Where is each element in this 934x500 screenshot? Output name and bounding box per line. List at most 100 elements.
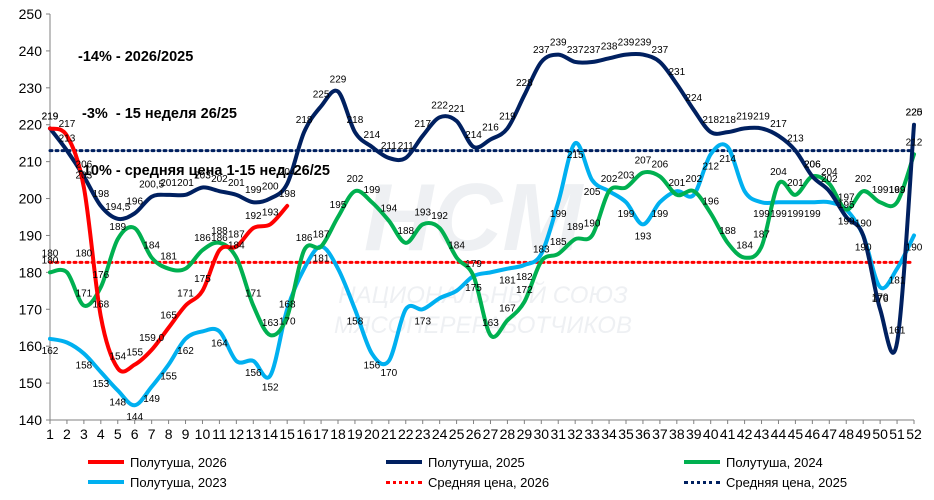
x-tick-label: 49 bbox=[855, 426, 871, 442]
data-label: 199 bbox=[245, 185, 262, 196]
data-label: 190 bbox=[855, 242, 872, 253]
data-label: 193 bbox=[414, 207, 431, 218]
data-label: 196 bbox=[702, 196, 719, 207]
x-tick-label: 51 bbox=[889, 426, 905, 442]
data-label: 199 bbox=[364, 185, 381, 196]
data-label: 204 bbox=[279, 167, 296, 178]
x-tick-label: 22 bbox=[398, 426, 414, 442]
data-label: 170 bbox=[380, 368, 397, 379]
x-tick-label: 28 bbox=[500, 426, 516, 442]
data-label: 199 bbox=[889, 185, 906, 196]
data-label: 181 bbox=[889, 276, 906, 287]
legend-swatch bbox=[88, 460, 124, 464]
data-label: 221 bbox=[448, 104, 465, 115]
x-tick-label: 39 bbox=[686, 426, 702, 442]
watermark-title: НСМ bbox=[364, 164, 585, 271]
data-label: 158 bbox=[76, 361, 93, 372]
x-tick-label: 15 bbox=[279, 426, 295, 442]
data-label: 204 bbox=[821, 167, 838, 178]
data-label: 187 bbox=[228, 230, 245, 241]
y-tick-label: 220 bbox=[19, 117, 43, 133]
x-tick-label: 30 bbox=[534, 426, 550, 442]
data-label: 156 bbox=[364, 361, 381, 372]
x-tick-label: 26 bbox=[466, 426, 482, 442]
data-label: 213 bbox=[787, 134, 804, 145]
x-tick-label: 17 bbox=[313, 426, 329, 442]
summary-notes: -14% - 2026/2025 -3% - 15 неделя 26/25 -… bbox=[78, 10, 330, 200]
data-label: 201 bbox=[668, 178, 685, 189]
data-label: 168 bbox=[92, 300, 109, 311]
data-label: 219 bbox=[753, 111, 770, 122]
data-label: 199 bbox=[787, 209, 804, 220]
data-label: 181 bbox=[160, 252, 177, 263]
data-label: 189 bbox=[567, 222, 584, 233]
data-label: 175 bbox=[194, 274, 211, 285]
data-label: 199 bbox=[550, 209, 567, 220]
note-week-change: -3% - 15 неделя 26/25 bbox=[78, 106, 237, 122]
data-label: 168 bbox=[279, 300, 296, 311]
data-label: 238 bbox=[601, 41, 618, 52]
x-tick-label: 46 bbox=[805, 426, 821, 442]
data-label: 199 bbox=[804, 209, 821, 220]
data-label: 176 bbox=[872, 294, 889, 305]
data-label: 164 bbox=[211, 338, 228, 349]
data-label: 193 bbox=[635, 231, 652, 242]
data-label: 217 bbox=[770, 119, 787, 130]
x-tick-label: 48 bbox=[838, 426, 854, 442]
data-label: 237 bbox=[652, 45, 669, 56]
data-label: 186 bbox=[194, 233, 211, 244]
data-label: 144 bbox=[126, 412, 143, 423]
data-label: 199 bbox=[770, 209, 787, 220]
data-label: 180 bbox=[42, 255, 59, 266]
y-tick-label: 190 bbox=[19, 227, 43, 243]
data-label: 171 bbox=[177, 289, 194, 300]
data-label: 184 bbox=[143, 241, 160, 252]
data-label: 202 bbox=[855, 174, 872, 185]
data-label: 214 bbox=[364, 130, 381, 141]
data-label: 163 bbox=[482, 318, 499, 329]
x-tick-label: 1 bbox=[46, 426, 54, 442]
x-tick-label: 41 bbox=[720, 426, 736, 442]
data-label: 214 bbox=[465, 130, 482, 141]
data-label: 183 bbox=[533, 244, 550, 255]
legend-item-2023: Полутуша, 2023 bbox=[88, 472, 227, 492]
legend-swatch bbox=[386, 480, 422, 484]
data-label: 181 bbox=[499, 276, 516, 287]
data-label: 188 bbox=[719, 226, 736, 237]
data-label: 206 bbox=[76, 159, 93, 170]
data-label: 220 bbox=[906, 108, 923, 119]
x-tick-label: 34 bbox=[601, 426, 617, 442]
data-label: 211 bbox=[381, 141, 397, 152]
x-tick-label: 20 bbox=[364, 426, 380, 442]
data-label: 195 bbox=[330, 200, 347, 211]
data-label: 188 bbox=[397, 226, 414, 237]
x-tick-label: 37 bbox=[652, 426, 668, 442]
legend-label: Полутуша, 2025 bbox=[428, 454, 525, 470]
data-label: 152 bbox=[262, 383, 279, 394]
data-label: 179 bbox=[465, 259, 482, 270]
data-label: 173 bbox=[414, 316, 431, 327]
x-tick-label: 50 bbox=[872, 426, 888, 442]
data-label: 202 bbox=[685, 174, 702, 185]
note-average-change: -10% - средняя цена 1-15 нед. 26/25 bbox=[78, 163, 330, 179]
data-label: 190 bbox=[855, 218, 872, 229]
data-label: 170 bbox=[279, 316, 296, 327]
data-label: 237 bbox=[533, 45, 550, 56]
x-tick-label: 42 bbox=[737, 426, 753, 442]
data-label: 218 bbox=[702, 115, 719, 126]
data-label: 203 bbox=[76, 170, 93, 181]
data-label: 203 bbox=[618, 170, 635, 181]
data-label: 200,5 bbox=[139, 180, 164, 191]
data-label: 199 bbox=[872, 185, 889, 196]
x-tick-label: 38 bbox=[669, 426, 685, 442]
data-label: 169 bbox=[889, 185, 906, 196]
data-label: 211 bbox=[398, 141, 414, 152]
x-tick-label: 11 bbox=[212, 426, 227, 442]
data-label: 204 bbox=[770, 167, 787, 178]
y-tick-label: 210 bbox=[19, 154, 43, 170]
data-label: 184 bbox=[448, 241, 465, 252]
legend-label: Полутуша, 2023 bbox=[130, 474, 227, 490]
x-tick-label: 3 bbox=[80, 426, 88, 442]
x-tick-label: 36 bbox=[635, 426, 651, 442]
x-tick-label: 4 bbox=[97, 426, 105, 442]
